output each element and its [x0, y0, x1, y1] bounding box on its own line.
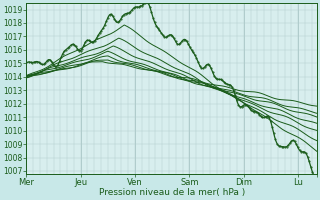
X-axis label: Pression niveau de la mer( hPa ): Pression niveau de la mer( hPa ) [99, 188, 245, 197]
